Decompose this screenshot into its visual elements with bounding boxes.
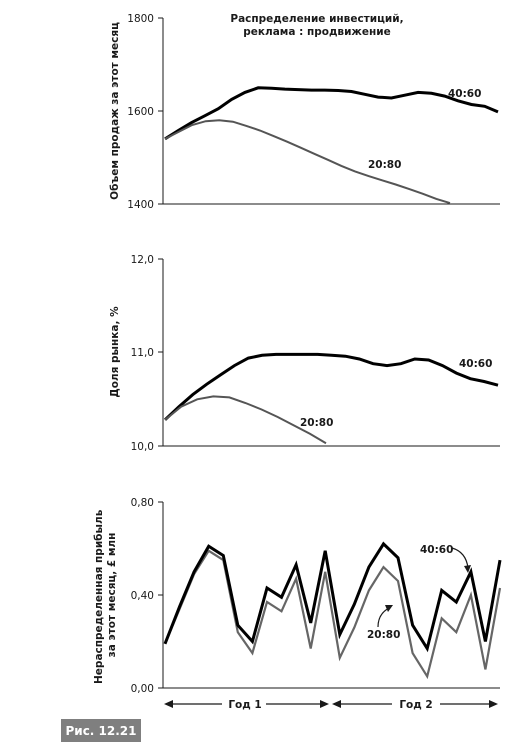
profit-tick-label: 0,40 <box>131 590 154 602</box>
share-series-20-80-label: 20:80 <box>300 417 333 429</box>
year-2-label: Год 2 <box>399 699 432 711</box>
figure-caption: Рис. 12.21 <box>61 719 141 742</box>
share-y-label: Доля рынка, % <box>109 306 121 398</box>
share-tick-label: 12,0 <box>131 254 154 266</box>
sales-tick-label: 1600 <box>127 106 154 118</box>
profit-series-40-60-label: 40:60 <box>420 544 453 556</box>
profit-40-60-pointer-arrow <box>451 547 469 569</box>
profit-y-label: Нераспределенная прибыль за этот месяц, … <box>93 506 118 684</box>
sales-tick-label: 1400 <box>127 199 154 211</box>
share-series-20-80-line <box>164 395 327 445</box>
share-series-40-60-line <box>163 352 499 421</box>
share-tick-label: 10,0 <box>131 441 154 453</box>
sales-tick-label: 1800 <box>127 13 154 25</box>
year-1-label: Год 1 <box>228 699 261 711</box>
chart-subtitle: реклама : продвижение <box>243 26 391 38</box>
profit-series-20-80-line <box>163 549 502 680</box>
chart-title: Распределение инвестиций, <box>230 13 403 25</box>
profit-20-80-pointer-arrow <box>377 607 390 628</box>
profit-20-80-pointer-arrowhead <box>385 605 393 612</box>
profit-panel: 0,80 0,40 0,00 Нераспределенная прибыль … <box>93 497 502 711</box>
profit-series-20-80-label: 20:80 <box>367 629 400 641</box>
share-panel: 12,0 11,0 10,0 Доля рынка, % 40:60 20:80 <box>109 254 500 453</box>
sales-series-20-80-line <box>164 119 451 205</box>
year-1-span: Год 1 <box>164 699 329 711</box>
sales-series-40-60-label: 40:60 <box>448 88 481 100</box>
profit-series-40-60-line <box>163 541 502 653</box>
year-2-span: Год 2 <box>332 699 498 711</box>
share-series-40-60-label: 40:60 <box>459 358 492 370</box>
sales-series-20-80-label: 20:80 <box>368 159 401 171</box>
profit-tick-label: 0,80 <box>131 497 154 509</box>
sales-series-40-60-line <box>164 86 499 141</box>
sales-y-label: Объем продаж за этот месяц <box>109 22 121 200</box>
profit-tick-label: 0,00 <box>131 683 154 695</box>
share-tick-label: 11,0 <box>131 347 154 359</box>
sales-panel: 1800 1600 1400 Объем продаж за этот меся… <box>109 13 500 211</box>
profit-40-60-pointer-arrowhead <box>464 565 471 573</box>
